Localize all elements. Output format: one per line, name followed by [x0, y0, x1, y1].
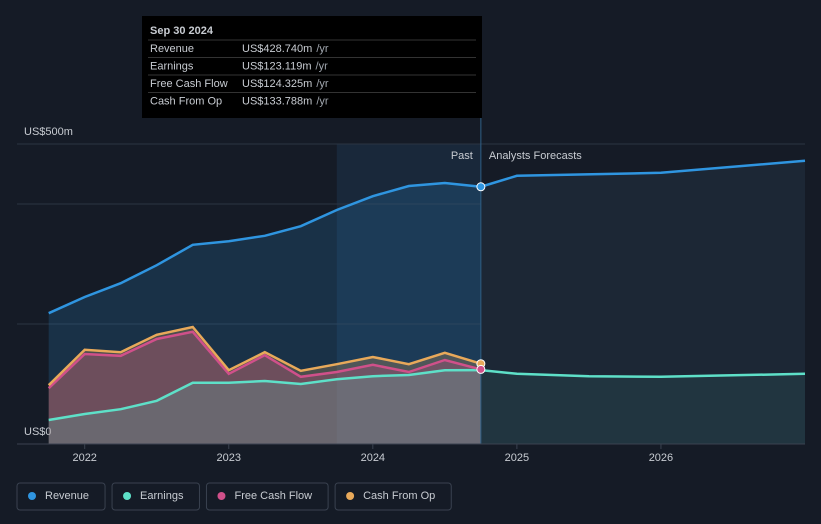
area — [48, 370, 481, 444]
x-tick-label: 2023 — [217, 452, 241, 464]
tooltip-unit: /yr — [316, 60, 329, 72]
legend-swatch — [123, 492, 132, 500]
point — [476, 364, 486, 374]
point — [476, 182, 486, 192]
past-highlight — [336, 144, 481, 444]
tooltip-label: Free Cash Flow — [150, 78, 228, 90]
forecast-line — [480, 368, 806, 379]
tooltip-value-text: US$124.325m — [242, 78, 312, 90]
tooltip-value: US$133.788m/yr — [242, 95, 329, 107]
line — [48, 368, 481, 422]
x-tick-label: 2026 — [649, 452, 673, 464]
legend-box — [205, 482, 329, 511]
legend-label: Earnings — [140, 490, 184, 502]
tooltip-value: US$123.119m/yr — [242, 60, 328, 72]
line — [48, 181, 481, 315]
y-tick-label: US$0 — [24, 426, 52, 438]
tooltip-label: Cash From Op — [150, 95, 222, 107]
y-tick-label: US$500m — [24, 126, 73, 138]
tooltip-unit: /yr — [316, 78, 329, 90]
legend-item[interactable]: Cash From Op — [334, 482, 452, 511]
tooltip-value: US$124.325m/yr — [242, 78, 329, 90]
legend-item[interactable]: Earnings — [111, 482, 200, 511]
tooltip-value-text: US$123.119m — [242, 60, 312, 72]
x-tick-label: 2022 — [72, 452, 96, 464]
tooltip-value-text: US$428.740m — [242, 43, 312, 55]
tooltip-value-text: US$133.788m — [242, 95, 312, 107]
forecast-line — [480, 159, 806, 188]
area — [48, 183, 481, 444]
tooltip-label: Earnings — [150, 60, 194, 72]
legend-label: Free Cash Flow — [234, 490, 312, 502]
legend-label: Revenue — [45, 490, 89, 502]
forecast-area — [480, 370, 805, 444]
legend-swatch — [346, 492, 355, 500]
area — [48, 327, 481, 444]
legend-label: Cash From Op — [363, 490, 435, 502]
tooltip-date: Sep 30 2024 — [150, 25, 214, 37]
line — [47, 330, 482, 390]
tooltip-unit: /yr — [316, 95, 329, 107]
legend-box — [334, 482, 452, 511]
legend-item[interactable]: Free Cash Flow — [205, 482, 329, 511]
line — [47, 325, 482, 387]
tooltip — [142, 16, 482, 118]
x-tick-label: 2025 — [505, 452, 529, 464]
area — [48, 331, 481, 444]
tooltip-value: US$428.740m/yr — [242, 43, 329, 55]
legend-swatch — [217, 492, 226, 500]
forecast-label: Analysts Forecasts — [489, 150, 582, 162]
forecast-area — [480, 160, 805, 445]
legend-swatch — [28, 492, 36, 500]
legend-box — [111, 482, 200, 511]
legend-box — [16, 482, 106, 511]
x-tick-label: 2024 — [361, 452, 385, 464]
legend-item[interactable]: Revenue — [16, 482, 106, 511]
tooltip-unit: /yr — [316, 43, 329, 55]
past-label: Past — [451, 150, 473, 162]
tooltip-label: Revenue — [150, 43, 194, 55]
